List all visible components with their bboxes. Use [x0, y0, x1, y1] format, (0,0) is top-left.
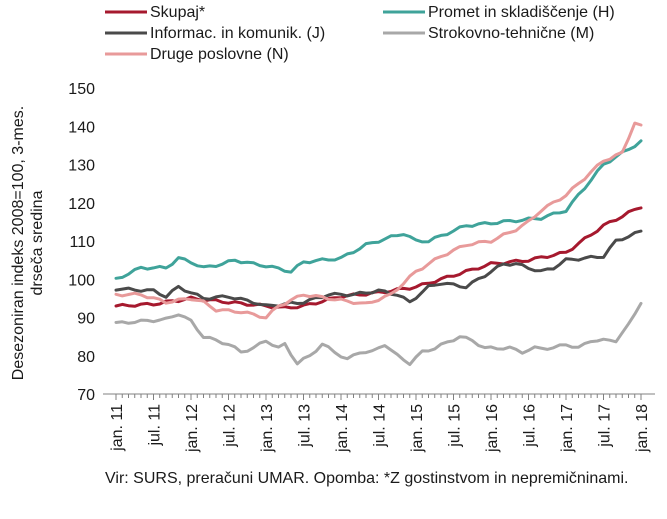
x-tick-label: jul. 16: [522, 404, 539, 448]
x-tick-label: jul. 11: [147, 404, 164, 447]
y-tick-label: 140: [68, 119, 95, 136]
source-note: Vir: SURS, preračuni UMAR. Opomba: *Z go…: [105, 470, 629, 487]
y-tick-label: 70: [77, 387, 95, 404]
x-tick-label: jan. 11: [109, 404, 126, 452]
x-tick-label: jul. 15: [447, 404, 464, 448]
y-axis: 70 80 90 100 110 120 130 140 150: [68, 81, 95, 404]
x-tick-label: jan. 17: [559, 404, 576, 453]
y-tick-label: 120: [68, 196, 95, 213]
series-line: [114, 139, 643, 280]
series-line: [114, 229, 643, 308]
y-axis-title: Desezoniran indeks 2008=100, 3-mes. drseč…: [10, 106, 46, 380]
series-group: [114, 121, 643, 367]
y-tick-label: 100: [68, 272, 95, 289]
x-tick-label: jul. 17: [597, 404, 614, 448]
x-axis: jan. 11 jul. 11 jan. 12 jul. 12 jan. 13 jul. …: [103, 393, 655, 453]
legend-label: Skupaj*: [150, 4, 205, 21]
x-tick-label: jan. 14: [334, 404, 351, 453]
y-tick-label: 130: [68, 158, 95, 175]
series-line: [114, 301, 643, 367]
legend: Skupaj* Promet in skladiščenje (H) Informa…: [105, 4, 615, 63]
y-tick-label: 90: [77, 311, 95, 328]
x-tick-label: jul. 14: [372, 404, 389, 448]
legend-label: Druge poslovne (N): [150, 46, 289, 63]
line-chart: Skupaj* Promet in skladiščenje (H) Informa…: [10, 4, 655, 453]
x-tick-label: jan. 15: [409, 404, 426, 453]
x-tick-label: jan. 13: [259, 404, 276, 453]
legend-label: Informac. in komunik. (J): [150, 25, 325, 42]
y-axis-title-line: Desezoniran indeks 2008=100, 3-mes.: [10, 106, 27, 380]
y-tick-label: 150: [68, 81, 95, 98]
series-line: [114, 121, 643, 320]
y-tick-label: 110: [69, 234, 95, 251]
x-tick-label: jan. 18: [634, 404, 651, 453]
legend-label: Promet in skladiščenje (H): [428, 4, 615, 21]
x-tick-label: jul. 13: [297, 404, 314, 448]
x-tick-label: jul. 12: [222, 404, 239, 448]
x-tick-label: jan. 12: [184, 404, 201, 453]
legend-label: Strokovno-tehnične (M): [428, 25, 594, 42]
y-tick-label: 80: [77, 349, 95, 366]
x-tick-label: jan. 16: [484, 404, 501, 453]
y-axis-title-line: drseča sredina: [29, 190, 46, 295]
